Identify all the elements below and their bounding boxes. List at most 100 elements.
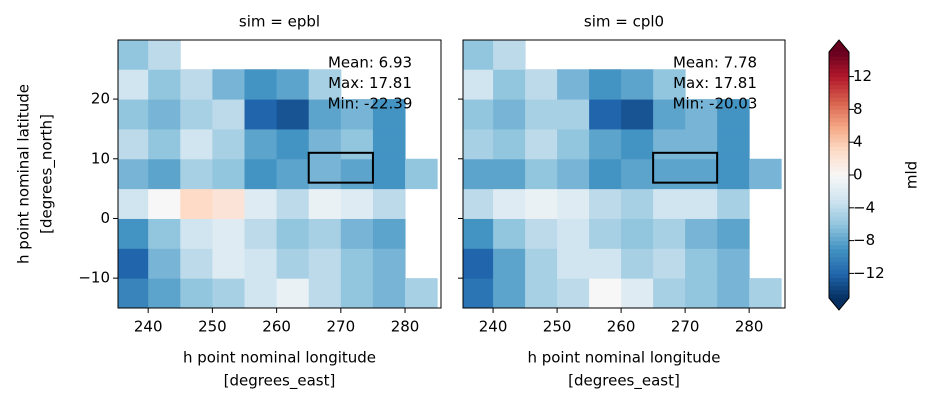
heatmap-cell	[621, 69, 654, 100]
heatmap-cell	[557, 158, 590, 190]
colorbar-tick-label: 0	[853, 166, 863, 184]
heatmap-cell	[525, 278, 558, 308]
axes-frame	[462, 39, 786, 309]
colorbar-step	[829, 113, 849, 119]
colorbar-step	[829, 56, 849, 61]
heatmap-cell	[621, 188, 654, 219]
heatmap-cell	[340, 158, 374, 190]
x-axis-label: [degrees_east]	[224, 372, 336, 391]
heatmap-cell	[653, 248, 686, 279]
heatmap-cell	[463, 248, 494, 279]
stats-annotation: Max: 17.81	[673, 74, 757, 92]
heatmap-cell	[212, 248, 246, 279]
heatmap-cell	[525, 69, 558, 100]
colorbar-step	[829, 261, 849, 266]
heatmap-cell	[118, 278, 149, 308]
heatmap-cell	[589, 99, 622, 130]
heatmap-cell	[372, 99, 406, 130]
heatmap-cell	[685, 158, 718, 190]
region-box	[307, 151, 374, 184]
region-box	[652, 151, 719, 184]
heatmap-cell	[653, 218, 686, 249]
heatmap-cell	[118, 188, 149, 219]
heatmap-cell	[493, 69, 526, 100]
colorbar-step	[829, 105, 849, 110]
heatmap-cell	[308, 158, 342, 190]
colorbar-step	[829, 109, 849, 114]
heatmap-cell	[148, 278, 181, 308]
heatmap-cell	[557, 278, 590, 308]
colorbar-step	[829, 88, 849, 94]
heatmap-cell	[557, 188, 590, 219]
stats-annotation: Mean: 7.78	[673, 54, 757, 72]
heatmap-cell	[372, 278, 406, 308]
heatmap-cell	[244, 99, 278, 130]
panel-title: sim = cpl0	[584, 13, 664, 31]
heatmap-cell	[244, 69, 278, 100]
heatmap-cell	[340, 248, 374, 279]
heatmap-cell	[653, 278, 686, 308]
stats-annotation: Min: -20.03	[673, 95, 758, 113]
heatmap-cell	[180, 158, 213, 190]
heatmap-cell	[340, 218, 374, 249]
colorbar-tick-label: −4	[853, 198, 875, 216]
heatmap-cell	[340, 128, 374, 160]
x-tick-label: 270	[327, 318, 356, 336]
colorbar-step	[829, 129, 849, 135]
heatmap-cell	[148, 40, 181, 70]
heatmap-cell	[493, 99, 526, 130]
heatmap-cell	[148, 188, 181, 219]
colorbar-step	[829, 154, 849, 160]
colorbar-step	[829, 195, 849, 201]
colorbar-step	[829, 203, 849, 209]
heatmap-cell	[621, 158, 654, 190]
colorbar-step	[829, 76, 849, 82]
x-tick-label: 250	[198, 318, 227, 336]
heatmap-cell	[276, 188, 310, 219]
heatmap-cell	[148, 128, 181, 160]
heatmap-cell	[685, 188, 718, 219]
heatmap-cell	[525, 128, 558, 160]
colorbar-step	[829, 220, 849, 225]
heatmap-cell	[589, 158, 622, 190]
heatmap-cell	[653, 188, 686, 219]
x-axis-label: [degrees_east]	[568, 372, 680, 391]
heatmap-cell	[525, 99, 558, 130]
heatmap-cell	[372, 128, 406, 160]
heatmap-cell	[653, 158, 686, 190]
colorbar-step	[829, 187, 849, 192]
heatmap-cell	[463, 40, 494, 70]
x-tick-label: 260	[262, 318, 291, 336]
heatmap-cell	[525, 158, 558, 190]
heatmap-cell	[180, 128, 213, 160]
heatmap-cell	[493, 188, 526, 219]
heatmap-cell	[212, 158, 246, 190]
heatmap-cell	[717, 128, 750, 160]
heatmap-cell	[118, 69, 149, 100]
heatmap-cell	[148, 99, 181, 130]
heatmap-cell	[276, 158, 310, 190]
colorbar-step	[829, 121, 849, 127]
y-tick-label: 0	[100, 209, 110, 227]
heatmap-cell	[276, 128, 310, 160]
heatmap-cell	[244, 248, 278, 279]
x-tick-label: 260	[607, 318, 636, 336]
x-tick-label: 250	[543, 318, 572, 336]
heatmap-cell	[118, 218, 149, 249]
colorbar-step	[829, 183, 849, 188]
heatmap-cell	[717, 278, 750, 308]
x-axis-label: h point nominal longitude	[183, 349, 376, 367]
colorbar-step	[829, 93, 849, 98]
heatmap-cell	[340, 188, 374, 219]
colorbar-step	[829, 257, 849, 262]
colorbar-step	[829, 72, 849, 78]
colorbar-tick-label: 4	[853, 133, 863, 151]
colorbar-step	[829, 101, 849, 106]
colorbar-extend-min	[829, 298, 849, 310]
heatmap-cell	[463, 69, 494, 100]
heatmap-cell	[148, 158, 181, 190]
y-axis-label: h point nominal latitude	[15, 84, 33, 264]
axes-frame	[117, 39, 442, 309]
heatmap-cell	[148, 69, 181, 100]
heatmap-cell	[463, 188, 494, 219]
